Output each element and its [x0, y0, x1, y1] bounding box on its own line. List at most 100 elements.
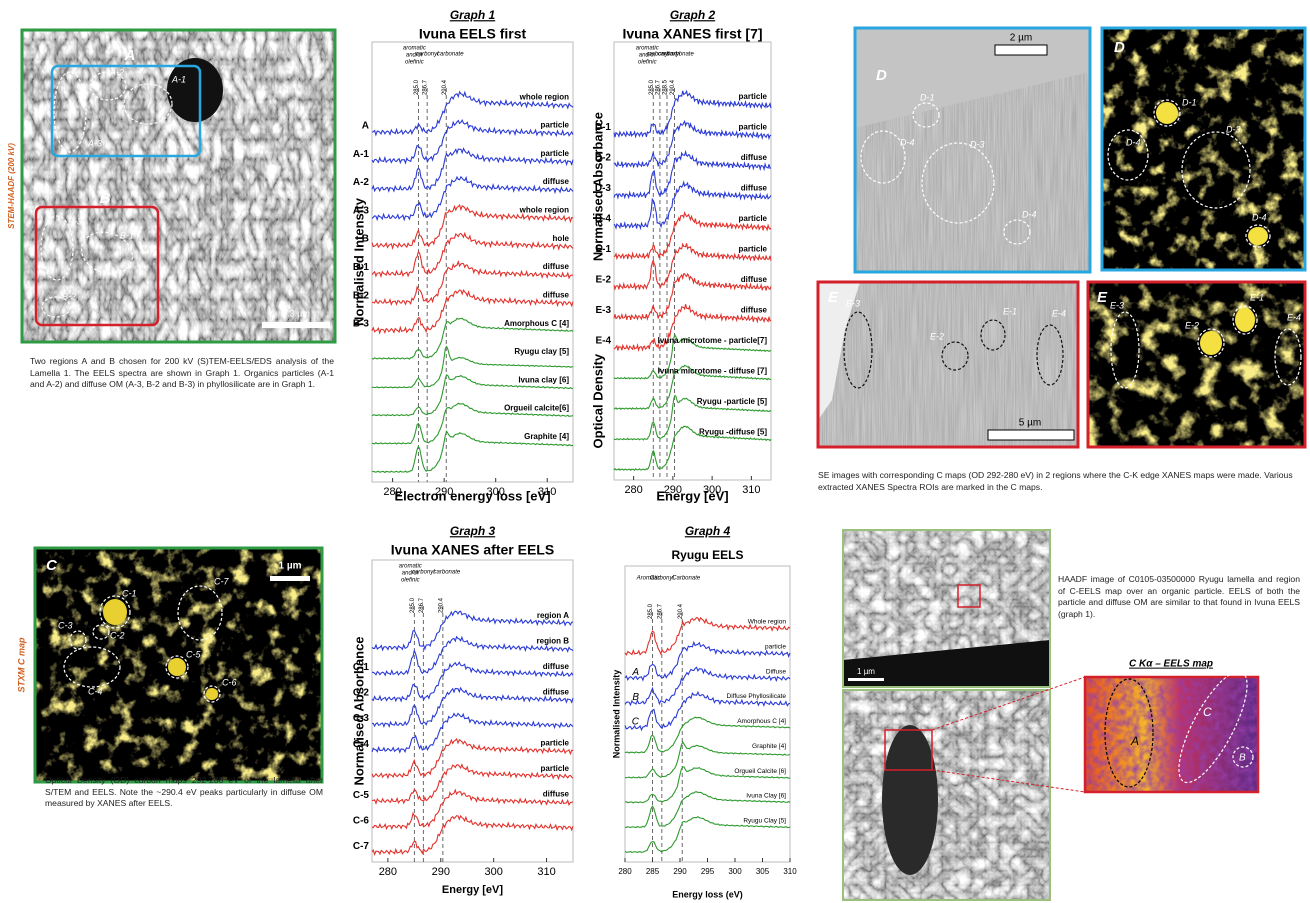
- graph-title: Ivuna EELS first: [419, 26, 527, 42]
- spectrum-id: E-4: [595, 335, 611, 346]
- scale-label: 2 µm: [1010, 33, 1032, 44]
- spectrum-label: Ryugu Clay [5]: [743, 818, 786, 825]
- spectrum-label: region B: [537, 636, 570, 645]
- y-axis-title: Normalised Intensity: [611, 670, 621, 759]
- graph-heading: Graph 1: [450, 8, 496, 22]
- caption: HAADF image of C0105-03500000 Ryugu lame…: [1058, 574, 1300, 620]
- peak-name: carbonyl: [416, 52, 439, 58]
- peak-name: carbonate: [434, 570, 461, 576]
- spectrum-id: B: [632, 692, 639, 703]
- scale-bar: [848, 678, 884, 681]
- spectrum-label: particle: [541, 149, 570, 158]
- plot-frame: [372, 560, 573, 862]
- spectrum-id: E-3: [595, 305, 611, 316]
- spectrum-label: Ivuna clay [6]: [518, 375, 569, 384]
- blob: [1200, 331, 1222, 355]
- roi-label: B-2: [62, 291, 76, 301]
- peak-value: 290.4: [678, 603, 684, 619]
- peak-value: 285.0: [414, 79, 420, 95]
- spectrum-id: D-1: [595, 122, 612, 133]
- roi-label: B: [1239, 753, 1246, 764]
- x-tick-label: 300: [703, 484, 721, 496]
- spectrum-id: C-7: [353, 841, 370, 852]
- image-label: D: [876, 67, 887, 84]
- graph-heading: Graph 3: [450, 524, 496, 538]
- roi-label: E-4: [1052, 308, 1066, 318]
- x-tick-label: 300: [728, 867, 742, 876]
- spectrum-label: particle: [541, 764, 570, 773]
- d-images: D 2 µm D-1 D-3 D-4 D-4 D D-1 D-3 D-4 D-4: [855, 28, 1305, 272]
- region-label: B: [100, 190, 111, 207]
- spectrum-label: particle: [739, 92, 768, 101]
- roi-label: B-3: [68, 216, 82, 226]
- spectrum-id: C: [632, 717, 640, 728]
- spectrum-id: B-2: [353, 290, 370, 301]
- roi-label: B-1: [120, 230, 134, 240]
- roi-label: A-1: [171, 74, 186, 84]
- side-label: STXM C map: [16, 637, 26, 693]
- image-texture: [843, 690, 1050, 900]
- spectrum-id: D-2: [595, 152, 612, 163]
- peak-name: carbonate: [667, 52, 694, 58]
- spectrum-label: whole region: [519, 92, 569, 101]
- scale-bar: [995, 45, 1047, 55]
- spectrum-label: diffuse: [741, 275, 768, 284]
- x-tick-label: 280: [624, 484, 642, 496]
- peak-value: 285.0: [648, 603, 654, 619]
- blob: [1156, 102, 1178, 124]
- roi-label: C-2: [110, 630, 125, 640]
- spectrum-id: A-2: [353, 177, 370, 188]
- roi-label: C: [1203, 705, 1212, 719]
- spectrum-label: Ryugu clay [5]: [514, 347, 569, 356]
- peak-name: olefinic: [401, 578, 420, 584]
- x-tick-label: 290: [673, 867, 687, 876]
- ab-image: A B A-1 A-2 A-3 B-1 B-2 B-3 0.3 µm STEM-…: [7, 30, 335, 342]
- x-tick-label: 280: [618, 867, 632, 876]
- spectrum-label: Orgueil Calcite [6]: [734, 768, 786, 775]
- spectrum-label: Orgueil calcite[6]: [504, 404, 569, 413]
- image-texture: [1102, 28, 1305, 270]
- caption: Two regions A and B chosen for 200 kV (S…: [30, 356, 334, 391]
- spectrum-label: particle: [541, 739, 570, 748]
- peak-value: 286.7: [656, 79, 662, 95]
- spectrum-label: Graphite [4]: [524, 432, 569, 441]
- peak-value: 290.4: [442, 79, 448, 95]
- spectrum-label: particle: [541, 121, 570, 130]
- spectrum-label: Graphite [4]: [752, 743, 786, 750]
- peak-name: carbonate: [437, 52, 464, 58]
- figure: A B A-1 A-2 A-3 B-1 B-2 B-3 0.3 µm STEM-…: [0, 0, 1310, 903]
- roi-label: C-4: [88, 686, 103, 696]
- spectrum-label: whole region: [519, 206, 569, 215]
- roi-label: D-4: [1126, 137, 1141, 147]
- y-axis-title: Optical Density: [590, 353, 605, 448]
- blob: [1235, 308, 1255, 332]
- spectrum-id: A: [631, 667, 639, 678]
- graph-title: Ivuna XANES first [7]: [622, 26, 762, 42]
- x-axis-title: Energy loss (eV): [672, 889, 743, 899]
- spectrum-label: Ivuna Clay [6]: [746, 793, 786, 800]
- blob: [1248, 227, 1268, 245]
- x-tick-label: 285: [646, 867, 660, 876]
- spectrum-label: Ivuna microtome - particle[7]: [658, 336, 768, 345]
- spectrum-label: diffuse: [543, 662, 570, 671]
- spectrum-curve: [372, 816, 573, 855]
- peak-value: 290.4: [438, 597, 444, 613]
- roi-label: C-3: [58, 620, 73, 630]
- spectrum-label: particle: [739, 122, 768, 131]
- peak-value: 285.0: [649, 79, 655, 95]
- scale-bar: [988, 430, 1074, 440]
- graph-heading: Graph 2: [670, 8, 716, 22]
- spectrum-id: C-4: [353, 739, 370, 750]
- roi-label: E-1: [1003, 306, 1017, 316]
- roi-label: C-6: [222, 677, 237, 687]
- particle: [882, 725, 938, 875]
- x-tick-label: 305: [756, 867, 770, 876]
- peak-value: 286.7: [657, 603, 663, 619]
- caption: Optical Density (OD) carbon maps 292-280…: [45, 775, 323, 810]
- peak-name: Carbonate: [672, 576, 701, 582]
- scale-label: 5 µm: [1019, 418, 1041, 429]
- page-body: A B A-1 A-2 A-3 B-1 B-2 B-3 0.3 µm STEM-…: [0, 0, 1310, 903]
- spectrum-label: diffuse: [543, 790, 570, 799]
- roi-label: C-7: [214, 576, 229, 586]
- peak-value: 290.4: [670, 79, 676, 95]
